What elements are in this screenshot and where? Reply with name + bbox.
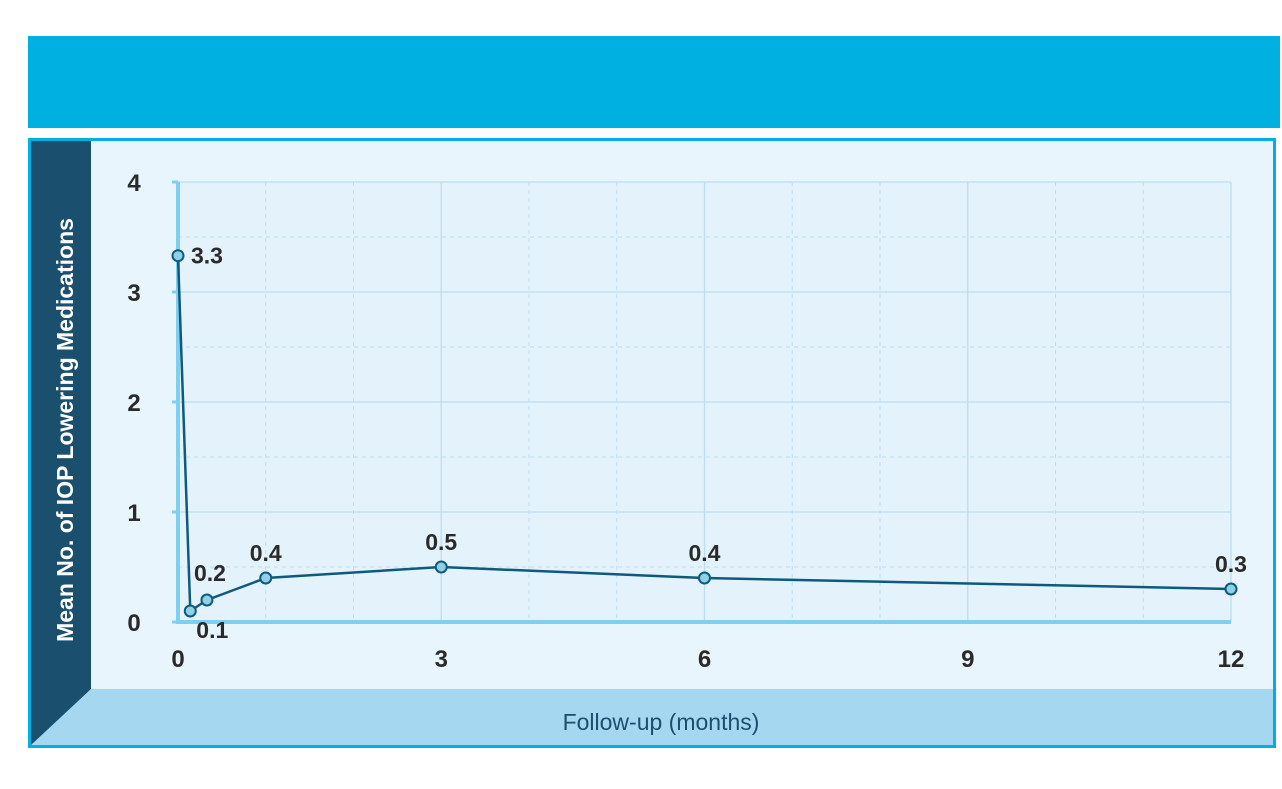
data-point [434, 560, 448, 574]
data-point [171, 249, 185, 263]
x-tick-label: 9 [961, 646, 974, 673]
data-label: 3.3 [191, 243, 223, 269]
data-point [259, 571, 273, 585]
x-axis-title: Follow-up (months) [563, 709, 760, 735]
data-label: 0.4 [250, 540, 282, 566]
xlabel-band [31, 689, 1273, 745]
grid [178, 181, 1232, 622]
y-axis-title: Mean No. of IOP Lowering Medications [52, 218, 78, 642]
data-point [1224, 582, 1238, 596]
y-tick-label: 4 [127, 170, 141, 197]
y-tick-label: 1 [127, 500, 140, 527]
series: 3.3 0.1 0.2 0.4 0.5 0.4 0.3 [171, 243, 1247, 643]
data-label: 0.5 [425, 529, 457, 555]
data-point [698, 571, 711, 585]
data-label: 0.1 [196, 617, 228, 643]
y-tick-label: 3 [127, 280, 140, 307]
y-tick-label: 0 [127, 610, 140, 637]
data-point [200, 593, 214, 607]
x-tick-label: 3 [435, 646, 448, 673]
chart-panel: 0 1 2 3 4 0 3 6 9 12 3.3 0.1 0.2 0.4 0.5 0.4 0.3 Mean N… [28, 138, 1276, 748]
data-label: 0.3 [1215, 551, 1247, 577]
data-label: 0.2 [194, 560, 226, 586]
data-point [183, 604, 197, 618]
x-tick-label: 12 [1218, 646, 1245, 673]
x-tick-label: 0 [171, 646, 184, 673]
y-tick-label: 2 [127, 390, 140, 417]
x-tick-label: 6 [698, 646, 711, 673]
ylabel-band [31, 141, 91, 745]
header-bar [28, 36, 1280, 128]
data-label: 0.4 [689, 540, 721, 566]
